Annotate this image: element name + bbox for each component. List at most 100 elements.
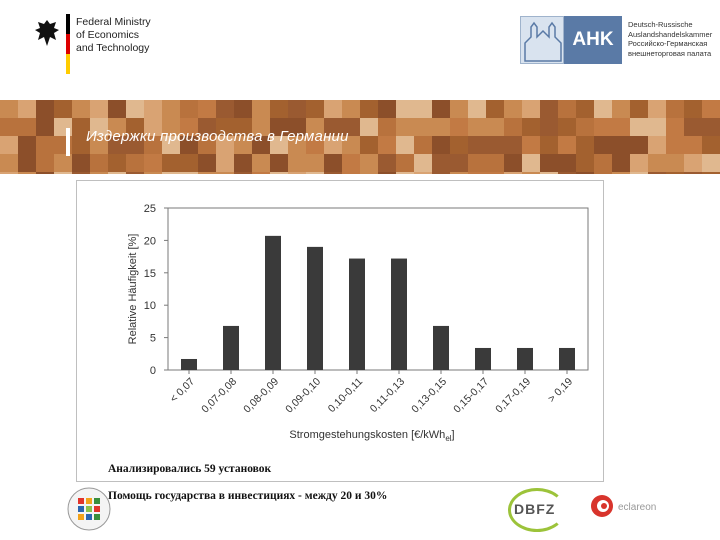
banner-tile xyxy=(702,118,720,136)
banner-tile xyxy=(396,100,414,118)
banner-tile xyxy=(162,136,180,154)
banner-tile xyxy=(396,154,414,172)
dbfz-ring xyxy=(508,488,566,532)
x-tick-label: 0,10-0,11 xyxy=(326,376,365,415)
banner-tile xyxy=(0,100,18,118)
banner-tile xyxy=(396,118,414,136)
title-banner xyxy=(0,100,720,174)
banner-tile xyxy=(108,172,126,174)
renewable-logo xyxy=(66,486,112,532)
banner-tile xyxy=(432,100,450,118)
x-tick-label: 0,17-0,19 xyxy=(493,376,533,416)
banner-tile xyxy=(612,136,630,154)
banner-tile xyxy=(36,136,54,154)
banner-tile xyxy=(0,172,18,174)
banner-tile xyxy=(360,100,378,118)
banner-tile xyxy=(468,118,486,136)
ahk-line-2: Auslandshandelskammer xyxy=(628,29,713,39)
banner-tile xyxy=(666,172,684,174)
banner-tile xyxy=(54,172,72,174)
banner-tile xyxy=(288,154,306,172)
y-tick-label: 25 xyxy=(144,203,156,215)
banner-tile xyxy=(36,172,54,174)
banner-tile xyxy=(288,118,306,136)
dbfz-logo: DBFZ xyxy=(504,488,570,534)
banner-tile xyxy=(252,172,270,174)
banner-tile xyxy=(54,100,72,118)
banner-tile xyxy=(414,154,432,172)
banner-tile xyxy=(216,136,234,154)
banner-tile xyxy=(522,118,540,136)
x-axis-label-sub: el xyxy=(445,434,451,443)
bar xyxy=(223,325,239,370)
banner-tile xyxy=(72,172,90,174)
banner-tile xyxy=(36,100,54,118)
banner-tile xyxy=(144,136,162,154)
banner-tile xyxy=(288,172,306,174)
banner-tile xyxy=(612,100,630,118)
banner-tile xyxy=(432,172,450,174)
x-tick-label: 0,11-0,13 xyxy=(368,376,407,415)
y-tick-label: 5 xyxy=(150,333,156,345)
banner-tile xyxy=(234,154,252,172)
banner-tile xyxy=(612,154,630,172)
banner-tile xyxy=(90,118,108,136)
banner-tile xyxy=(558,118,576,136)
banner-tile xyxy=(486,100,504,118)
ahk-line-4: внешнеторговая палата xyxy=(628,48,712,58)
chart-frame xyxy=(76,180,604,482)
y-tick-label: 20 xyxy=(144,235,156,247)
banner-tile xyxy=(72,136,90,154)
banner-tile xyxy=(594,100,612,118)
banner-tile xyxy=(72,118,90,136)
banner-tile xyxy=(666,100,684,118)
banner-tile xyxy=(0,118,18,136)
x-tick-label: 0,07-0,08 xyxy=(199,376,239,416)
banner-tile xyxy=(504,172,522,174)
ahk-line-1: Deutsch-Russische xyxy=(628,20,693,29)
banner-tile xyxy=(108,154,126,172)
banner-tile xyxy=(648,136,666,154)
banner-tile xyxy=(450,172,468,174)
eclareon-label: eclareon xyxy=(618,502,657,513)
banner-tile xyxy=(522,172,540,174)
ahk-line-3: Российско-Германская xyxy=(628,39,708,48)
banner-tile xyxy=(108,100,126,118)
banner-tile xyxy=(18,136,36,154)
banner-tile xyxy=(288,100,306,118)
ahk-emblem xyxy=(520,16,564,64)
banner-tile xyxy=(648,118,666,136)
ministry-line-3: and Technology xyxy=(76,42,150,54)
x-tick-label: 0,09-0,10 xyxy=(283,376,323,416)
banner-tile xyxy=(504,154,522,172)
banner-tile xyxy=(144,154,162,172)
page-title: Издержки производства в Германии xyxy=(86,128,349,145)
banner-tile xyxy=(630,154,648,172)
banner-tile xyxy=(180,100,198,118)
banner-tile xyxy=(270,118,288,136)
banner-tile xyxy=(702,100,720,118)
banner-tile xyxy=(72,100,90,118)
banner-tile xyxy=(180,154,198,172)
banner-tile xyxy=(522,100,540,118)
banner-tile xyxy=(414,100,432,118)
banner-tile xyxy=(216,118,234,136)
banner-tile xyxy=(450,118,468,136)
banner-tile xyxy=(252,118,270,136)
banner-tile xyxy=(684,154,702,172)
banner-tile xyxy=(198,172,216,174)
banner-tile xyxy=(468,154,486,172)
banner-tile xyxy=(486,172,504,174)
banner-tile xyxy=(702,136,720,154)
note-state-support: Помощь государства в инвестициях - между… xyxy=(108,490,388,502)
ministry-name: Federal Ministry of Economics and Techno… xyxy=(76,16,151,55)
x-tick-label: 0,15-0,17 xyxy=(451,376,491,416)
banner-tile xyxy=(36,118,54,136)
banner-tile xyxy=(540,118,558,136)
banner-tile xyxy=(432,154,450,172)
banner-tile xyxy=(486,118,504,136)
banner-tile xyxy=(468,172,486,174)
banner-tile xyxy=(378,118,396,136)
banner-tile xyxy=(270,172,288,174)
banner-tile xyxy=(324,136,342,154)
